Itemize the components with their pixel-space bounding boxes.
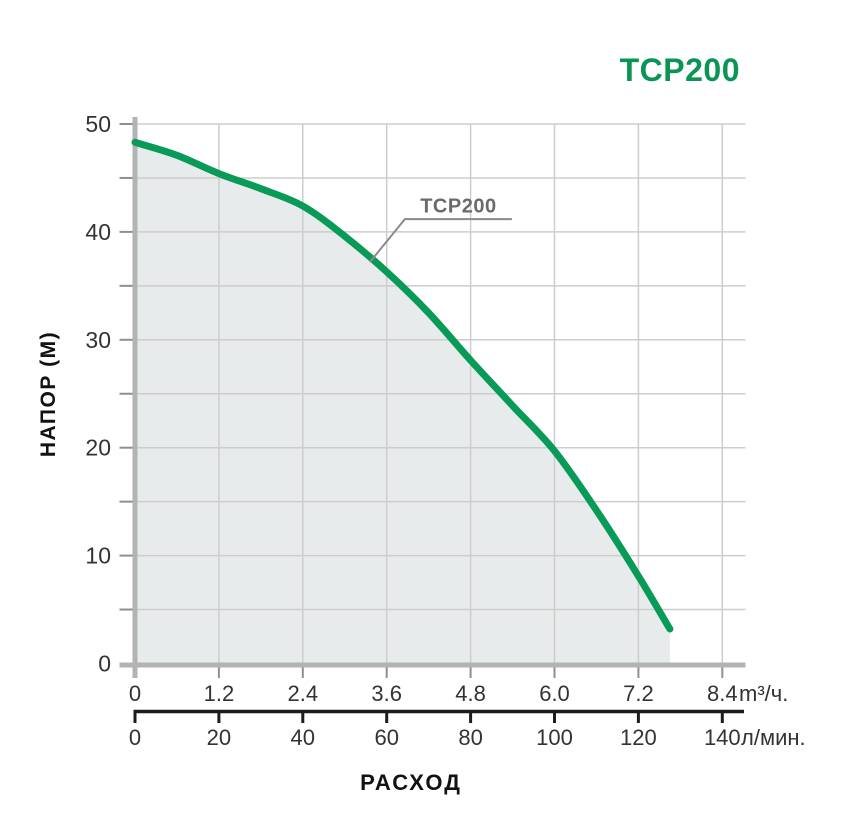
y-tick-label: 20 [85, 435, 111, 461]
x-tick-label-lmin: 120 [620, 725, 657, 750]
y-tick-label: 30 [85, 327, 111, 353]
x-axis-lmin-unit: л/мин. [741, 725, 806, 750]
annotation-leader-line [369, 218, 512, 263]
x-tick-label-lmin: 60 [374, 725, 398, 750]
axis-lines [119, 117, 746, 723]
y-tick-label: 40 [85, 219, 111, 245]
y-tick-label: 50 [85, 111, 111, 137]
x-tick-label-lmin: 140 [704, 725, 741, 750]
x-tick-label-m3h: 6.0 [539, 681, 570, 706]
x-tick-label-m3h: 4.8 [455, 681, 486, 706]
x-tick-label-m3h: 3.6 [371, 681, 402, 706]
x-tick-label-lmin: 20 [207, 725, 231, 750]
chart-title: TCP200 [619, 52, 740, 88]
x-tick-label-lmin: 0 [129, 725, 141, 750]
y-tick-label: 0 [98, 651, 111, 677]
y-axis-tick-labels: 0 10 20 30 40 50 [85, 111, 111, 677]
x-tick-label-lmin: 100 [536, 725, 573, 750]
x-axis-m3h-unit: m³/ч. [739, 681, 788, 706]
axis-tick-marks [119, 123, 724, 678]
x-tick-label-lmin: 40 [291, 725, 315, 750]
x-tick-label-m3h: 7.2 [623, 681, 654, 706]
x-tick-label-lmin: 80 [458, 725, 482, 750]
curve-fill-area [135, 142, 670, 664]
x-tick-label-m3h: 2.4 [288, 681, 319, 706]
x-tick-label-m3h: 0 [129, 681, 141, 706]
curve-annotation-label: TCP200 [420, 196, 496, 218]
y-tick-label: 10 [85, 543, 111, 569]
x-axis-title: РАСХОД [360, 770, 462, 795]
x-axis-m3h-tick-labels: 0 1.2 2.4 3.6 4.8 6.0 7.2 8.4 [129, 681, 738, 706]
x-tick-label-m3h: 1.2 [204, 681, 235, 706]
x-tick-label-m3h: 8.4 [707, 681, 738, 706]
pump-curve [131, 138, 674, 633]
x-axis-lmin-tick-labels: 0 20 40 60 80 100 120 140 [129, 725, 741, 750]
